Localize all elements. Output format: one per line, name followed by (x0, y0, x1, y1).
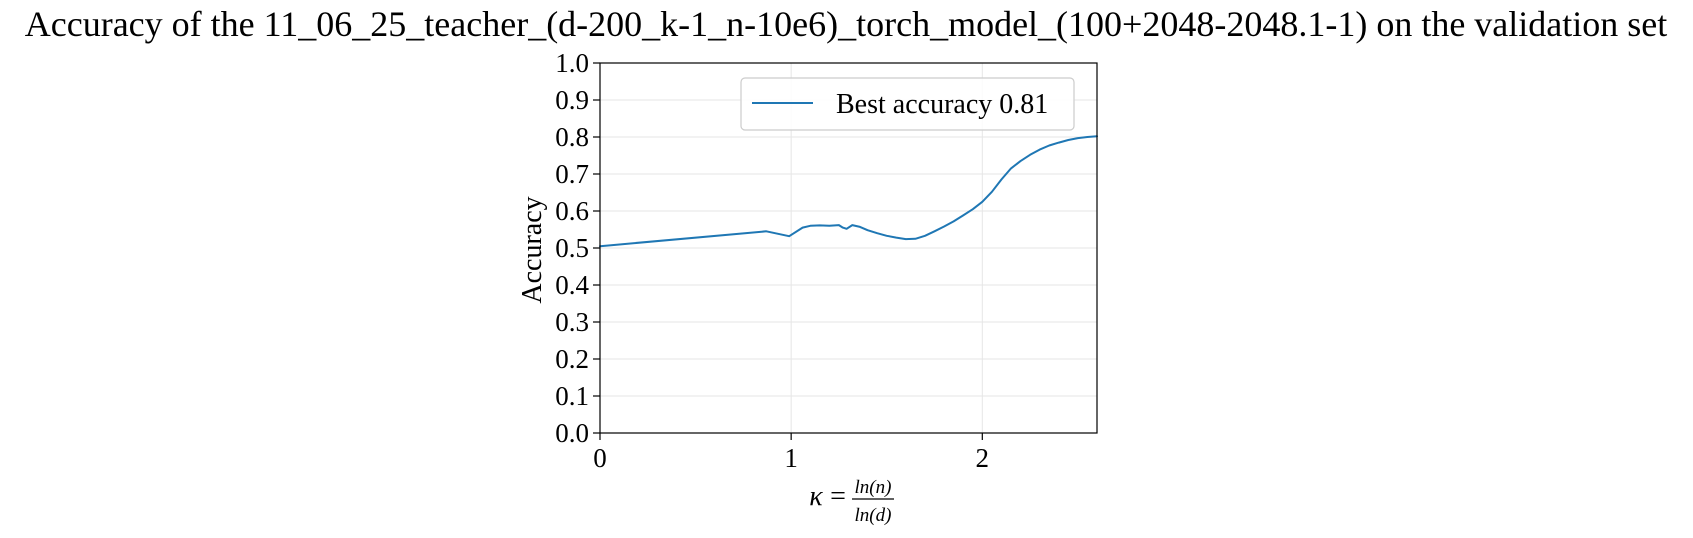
legend-label: Best accuracy 0.81 (836, 89, 1048, 120)
y-tick-label: 0.5 (555, 233, 589, 263)
y-tick-label: 0.4 (555, 270, 589, 300)
plot-area (599, 135, 1098, 248)
y-tick-label: 0.8 (555, 122, 589, 152)
y-tick-label: 0.6 (555, 196, 589, 226)
x-axis-ticks: 0 1 2 (593, 433, 989, 473)
x-axis-label-denominator: ln(d) (855, 505, 892, 526)
x-axis-label-equals: = (830, 481, 846, 512)
y-axis-ticks: 0.0 0.1 0.2 0.3 0.4 0.5 0.6 0.7 0.8 0.9 1.0 (555, 48, 600, 448)
y-tick-label: 0.3 (555, 307, 589, 337)
x-axis-label-numerator: ln(n) (855, 477, 892, 498)
y-axis-label: Accuracy (517, 196, 548, 303)
x-axis-label-symbol: κ (809, 481, 823, 512)
x-tick-label: 0 (593, 443, 607, 473)
chart-title: Accuracy of the 11_06_25_teacher_(d-200_… (25, 4, 1668, 44)
x-axis-label: κ = ln(n) ln(d) (809, 477, 894, 526)
series-line (599, 135, 1098, 248)
y-tick-label: 1.0 (555, 48, 589, 78)
y-tick-label: 0.7 (555, 159, 589, 189)
legend: Best accuracy 0.81 (740, 77, 1075, 131)
y-tick-label: 0.2 (555, 344, 589, 374)
y-tick-label: 0.1 (555, 381, 589, 411)
y-tick-label: 0.9 (555, 85, 589, 115)
legend-box (740, 77, 1075, 131)
y-tick-label: 0.0 (555, 418, 589, 448)
x-tick-label: 1 (784, 443, 798, 473)
x-tick-label: 2 (976, 443, 990, 473)
